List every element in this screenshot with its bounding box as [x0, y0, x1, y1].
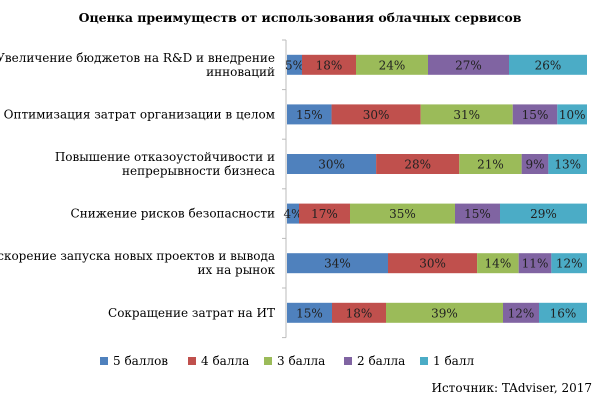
bar-segment [518, 253, 552, 274]
bar-segment [376, 154, 460, 174]
data-label: 12% [508, 306, 535, 320]
legend-label: 2 балла [357, 354, 405, 368]
bar-segment [299, 203, 350, 224]
data-label: 31% [453, 108, 480, 122]
category-label: Сокращение затрат на ИТ [108, 306, 275, 320]
category-label: Оптимизация затрат организации в целом [4, 107, 275, 121]
data-label: 29% [530, 207, 557, 221]
legend-swatch [100, 357, 108, 365]
category-label-line: Снижение рисков безопасности [71, 207, 275, 221]
category-label-line: Ускорение запуска новых проектов и вывод… [0, 249, 275, 263]
category-label-line: их на рынок [197, 263, 275, 277]
bar-segment [287, 253, 388, 274]
bar-segment [512, 104, 558, 125]
data-label: 10% [559, 108, 586, 122]
bar-segment [287, 203, 299, 224]
bar-segment [539, 302, 587, 323]
data-label: 15% [522, 108, 549, 122]
data-label: 30% [318, 158, 345, 172]
data-label: 35% [389, 207, 416, 221]
category-label-line: Повышение отказоустойчивости и [55, 150, 275, 164]
bar-segment [287, 54, 302, 75]
bar-segment [551, 253, 587, 274]
legend-swatch [420, 357, 428, 365]
data-label: 27% [455, 58, 482, 72]
bar-segment [332, 302, 386, 323]
data-label: 9% [525, 158, 544, 172]
bar-segment [428, 54, 509, 75]
bar-segment [386, 302, 503, 323]
bar-segment [455, 203, 500, 224]
data-label: 16% [550, 306, 577, 320]
data-label: 24% [379, 58, 406, 72]
legend-swatch [188, 357, 196, 365]
data-label: 21% [477, 158, 504, 172]
bar-segment [557, 104, 587, 125]
data-label: 15% [296, 108, 323, 122]
category-label-line: Оптимизация затрат организации в целом [4, 107, 275, 121]
data-label: 13% [554, 158, 581, 172]
bar-segment [356, 54, 428, 75]
data-label: 14% [485, 257, 512, 271]
data-label: 11% [522, 257, 549, 271]
bar-segment [477, 253, 519, 274]
bar-segment [521, 154, 549, 174]
chart-title: Оценка преимуществ от использования обла… [79, 10, 522, 25]
data-label: 5% [285, 58, 304, 72]
bar-segment [500, 203, 587, 224]
category-label: Повышение отказоустойчивости и непрерывно… [55, 150, 275, 178]
legend-swatch [264, 357, 272, 365]
data-label: 34% [324, 257, 351, 271]
category-label-line: Увеличение бюджетов на R&D и внедрение [0, 51, 275, 65]
legend-label: 4 балла [201, 354, 249, 368]
bar-segment [287, 302, 332, 323]
category-label: Увеличение бюджетов на R&D и внедрение ин… [0, 51, 275, 79]
data-label: 18% [346, 306, 373, 320]
category-label: Ускорение запуска новых проектов и вывод… [0, 249, 275, 277]
bar-segment [331, 104, 421, 125]
data-label: 39% [431, 306, 458, 320]
bar-segment [287, 154, 377, 174]
category-label: Снижение рисков безопасности [71, 207, 275, 221]
legend-label: 3 балла [277, 354, 325, 368]
data-label: 28% [404, 158, 431, 172]
bar-segment [459, 154, 522, 174]
bar-segment [287, 104, 332, 125]
category-label-line: Сокращение затрат на ИТ [108, 306, 275, 320]
legend-label: 1 балл [433, 354, 474, 368]
data-label: 17% [311, 207, 338, 221]
source-note: Источник: TAdviser, 2017 [431, 381, 593, 395]
data-label: 15% [296, 306, 323, 320]
legend-swatch [344, 357, 352, 365]
bar-segment [302, 54, 356, 75]
data-label: 18% [316, 58, 343, 72]
data-label: 30% [419, 257, 446, 271]
category-label-line: непрерывности бизнеса [122, 164, 275, 178]
bar-segment [503, 302, 539, 323]
data-label: 4% [283, 207, 302, 221]
bar-segment [420, 104, 513, 125]
bar-segment [548, 154, 587, 174]
bar-segment [509, 54, 587, 75]
data-label: 30% [363, 108, 390, 122]
data-label: 15% [464, 207, 491, 221]
category-label-line: инноваций [206, 65, 275, 79]
bar-segment [350, 203, 455, 224]
bar-segment [387, 253, 478, 274]
data-label: 26% [535, 58, 562, 72]
data-label: 12% [556, 257, 583, 271]
legend-label: 5 баллов [113, 354, 168, 368]
